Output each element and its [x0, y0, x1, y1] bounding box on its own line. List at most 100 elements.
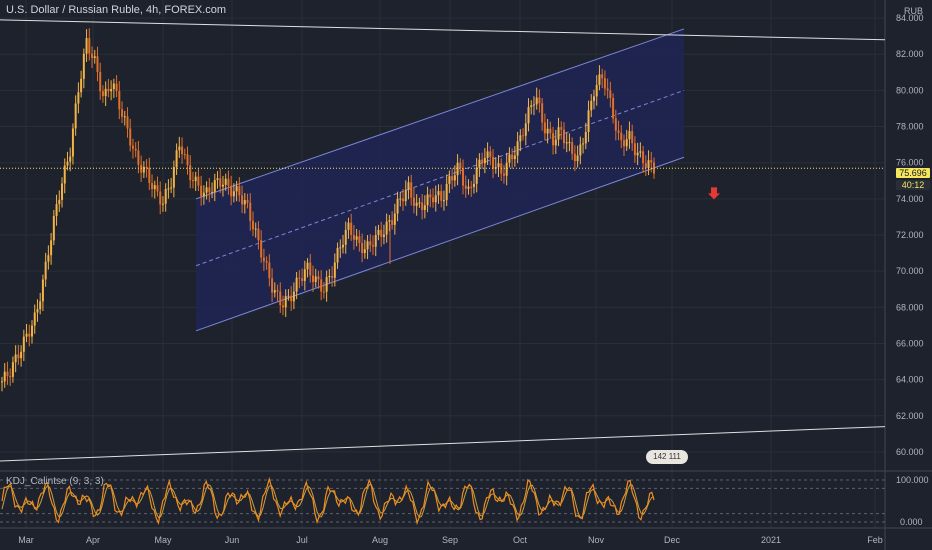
down-arrow-icon [708, 187, 720, 200]
candle-body [118, 90, 121, 110]
candle-body [142, 166, 145, 173]
candle-body [342, 244, 345, 248]
candle-body [402, 198, 405, 202]
candle-body [151, 182, 154, 190]
candle-body [39, 301, 42, 310]
candle-body [219, 178, 222, 187]
candle-body [211, 191, 214, 193]
channel-upper-line [195, 28, 685, 200]
candle-body [295, 277, 298, 292]
candle-body [227, 178, 230, 186]
candle-body [241, 195, 244, 205]
candle-body [317, 276, 320, 280]
candle-body [508, 154, 511, 163]
candle-body [276, 290, 279, 292]
candle-body [6, 371, 9, 377]
candle-body [587, 110, 590, 133]
candle-body [273, 290, 276, 293]
candle-body [22, 336, 25, 352]
candle-body [502, 173, 505, 176]
candle-body [194, 176, 197, 182]
price-tick-label: 76.000 [896, 158, 924, 168]
candle-body [576, 155, 579, 162]
candle-body [91, 53, 94, 59]
candle-body [145, 166, 148, 168]
candle-body [17, 354, 20, 359]
candle-body [481, 159, 484, 164]
candle-body [137, 150, 140, 165]
candle-body [478, 159, 481, 168]
candle-body [464, 185, 467, 189]
candle-body [322, 291, 325, 293]
candle-body [262, 257, 265, 262]
candle-body [538, 97, 541, 104]
candle-body [183, 154, 186, 156]
candle-body [71, 128, 74, 157]
candle-body [535, 97, 538, 105]
candle-body [121, 109, 124, 117]
candle-body [552, 133, 555, 146]
candle-body [303, 269, 306, 281]
regression-channel[interactable] [195, 28, 685, 332]
candle-body [246, 200, 249, 203]
candle-body [178, 146, 181, 151]
candle-body [156, 185, 159, 192]
bar-countdown: 40:12 [896, 180, 930, 190]
candle-body [407, 182, 410, 190]
candle-body [61, 183, 64, 200]
candle-body [622, 140, 625, 147]
candle-body [459, 162, 462, 169]
candle-body [636, 152, 639, 156]
candle-body [205, 187, 208, 193]
candle-body [148, 167, 151, 183]
candle-body [603, 78, 606, 89]
time-tick-label: May [154, 535, 172, 545]
candle-body [268, 262, 271, 279]
candle-body [412, 197, 415, 206]
candle-body [647, 160, 650, 168]
events-badge[interactable]: 142 111 [646, 450, 688, 464]
candle-body [421, 202, 424, 211]
candle-body [99, 72, 102, 92]
price-tick-label: 74.000 [896, 194, 924, 204]
candle-body [55, 204, 58, 217]
price-tick-label: 62.000 [896, 411, 924, 421]
candle-body [374, 235, 377, 247]
candle-body [164, 188, 167, 204]
candle-body [628, 131, 631, 140]
indicator-title: KDJ_Calintse (9, 3, 3) [6, 476, 104, 487]
candle-body [25, 333, 28, 337]
candle-body [595, 84, 598, 97]
candle-body [489, 151, 492, 158]
candle-body [131, 145, 134, 149]
trendlines[interactable] [0, 19, 886, 462]
candle-body [44, 261, 47, 280]
candle-body [20, 351, 23, 359]
candle-body [429, 194, 432, 198]
candle-body [333, 262, 336, 278]
candle-body [380, 229, 383, 237]
candle-body [557, 127, 560, 140]
candle-body [69, 156, 72, 162]
candle-body [434, 195, 437, 203]
candle-body [352, 234, 355, 240]
candle-body [388, 220, 391, 222]
candle-body [167, 188, 170, 190]
time-tick-label: Mar [18, 535, 34, 545]
candle-body [230, 185, 233, 197]
candle-body [470, 186, 473, 188]
time-tick-label: Feb [867, 535, 883, 545]
candle-body [344, 229, 347, 245]
candle-body [221, 184, 224, 187]
candle-body [612, 97, 615, 119]
candle-body [399, 198, 402, 200]
candle-body [631, 131, 634, 144]
candle-body [396, 198, 399, 214]
candle-body [426, 194, 429, 206]
candle-body [279, 291, 282, 306]
candle-body [598, 74, 601, 85]
price-tick-label: 60.000 [896, 447, 924, 457]
candle-body [633, 143, 636, 156]
